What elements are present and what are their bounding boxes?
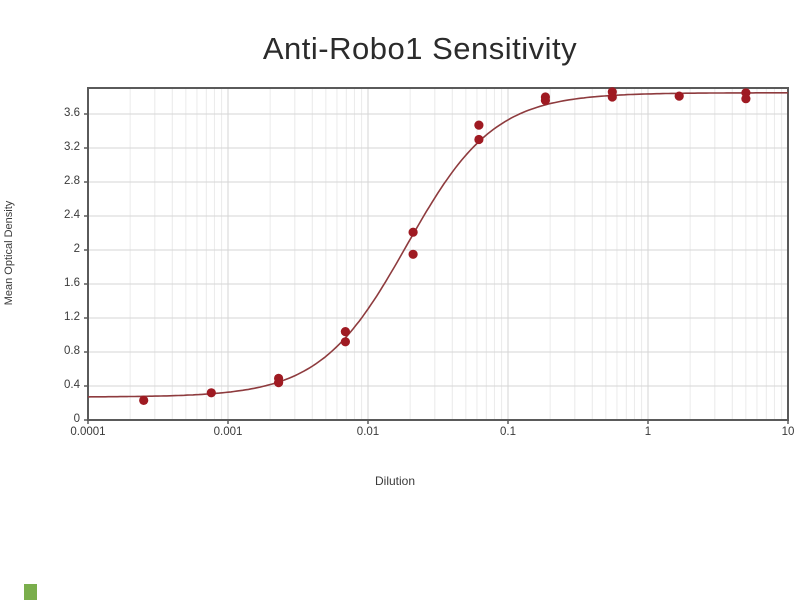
x-tick-label: 0.001 xyxy=(213,426,243,438)
data-point xyxy=(674,91,684,101)
corner-green-mark xyxy=(24,584,37,600)
y-tick-label: 0.4 xyxy=(64,379,80,391)
data-point xyxy=(139,395,149,405)
y-tick-label: 2.4 xyxy=(64,209,80,221)
y-tick-label: 2 xyxy=(73,243,80,255)
y-tick-label: 1.6 xyxy=(64,277,80,289)
y-tick-label: 3.6 xyxy=(64,107,80,119)
data-point xyxy=(274,373,284,383)
major-gridlines xyxy=(88,88,788,420)
y-axis-title: Mean Optical Density xyxy=(3,200,15,306)
data-point xyxy=(540,92,551,102)
data-point xyxy=(206,388,216,398)
x-tick-label: 10 xyxy=(781,426,795,438)
chart-title: Anti-Robo1 Sensitivity xyxy=(262,30,578,66)
data-point xyxy=(408,227,418,237)
data-points xyxy=(139,87,751,405)
x-tick-label: 0.0001 xyxy=(70,426,106,438)
y-tick-label: 3.2 xyxy=(64,141,80,153)
minor-gridlines xyxy=(129,88,783,420)
y-tick-label: 1.2 xyxy=(64,311,80,323)
y-tick-label: 0 xyxy=(73,413,80,425)
plot-border xyxy=(87,87,789,421)
fit-curve xyxy=(87,92,788,398)
x-tick-label: 1 xyxy=(644,426,652,438)
data-point xyxy=(474,134,484,145)
y-tick-label: 0.8 xyxy=(64,345,80,357)
data-point xyxy=(340,327,350,337)
x-tick-label: 0.1 xyxy=(500,426,516,438)
y-tick-label: 2.8 xyxy=(64,175,80,187)
data-point xyxy=(340,337,350,347)
data-point xyxy=(474,120,484,130)
data-point xyxy=(607,87,617,97)
x-axis-title: Dilution xyxy=(374,474,416,488)
data-point xyxy=(741,88,751,98)
x-tick-label: 0.01 xyxy=(356,426,380,438)
axis-tick-marks xyxy=(84,113,789,424)
data-point xyxy=(408,249,418,259)
